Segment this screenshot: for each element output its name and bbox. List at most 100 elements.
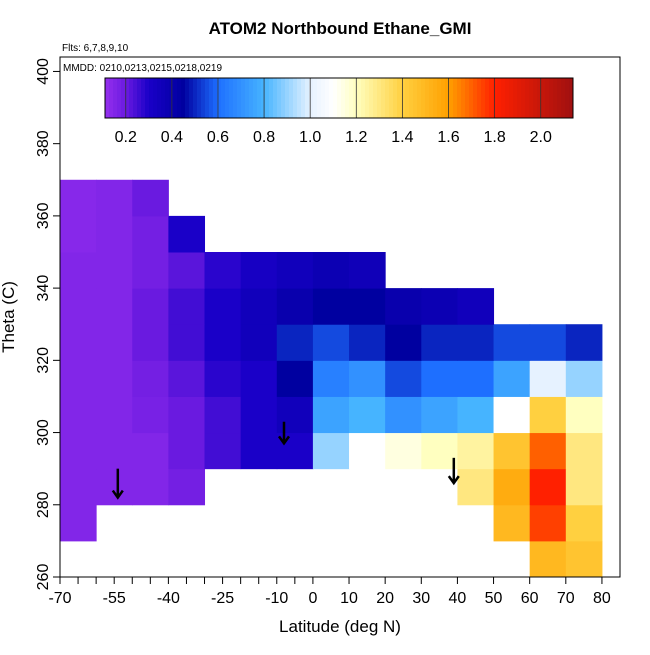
colorbar-swatch [317,78,322,118]
colorbar-swatch [233,78,238,118]
colorbar-swatch [289,78,294,118]
heat-cell [60,396,97,434]
colorbar-swatch [301,78,306,118]
colorbar-swatch [529,78,534,118]
colorbar-swatch [297,78,302,118]
colorbar-swatch [501,78,506,118]
y-tick-label: 260 [35,564,52,591]
heat-cell [529,432,567,470]
colorbar-swatch [113,78,118,118]
colorbar-swatch [377,78,382,118]
colorbar-swatch [417,78,422,118]
heat-cell [96,179,133,217]
colorbar-swatch [425,78,430,118]
colorbar-swatch [393,78,398,118]
colorbar-swatch [433,78,438,118]
heat-cell [421,324,458,361]
colorbar-swatch [569,78,574,118]
heat-cell [204,324,242,361]
heat-cell [240,432,278,470]
heat-cell [457,468,495,506]
y-axis-label: Theta (C) [0,281,18,353]
heat-cell [565,360,603,397]
colorbar-swatch [485,78,490,118]
annotation: MMDD: 0210,0213,0215,0218,0219 [63,63,222,74]
x-tick-label: -55 [103,590,126,607]
colorbar-swatch [369,78,374,118]
heat-cell [96,288,133,325]
heat-cell [493,504,531,542]
plot-frame [59,56,621,578]
x-tick-label: 0 [308,590,317,607]
colorbar-swatch [225,78,230,118]
colorbar-swatch [345,78,350,118]
colorbar-tick-label: 0.6 [207,129,229,146]
heat-cell [132,288,169,325]
colorbar-swatch [273,78,278,118]
colorbar-swatch [473,78,478,118]
colorbar-swatch [537,78,542,118]
colorbar-swatch [381,78,386,118]
colorbar-swatch [265,78,270,118]
colorbar-tick-label: 0.4 [161,129,183,146]
heat-cell [457,324,495,361]
colorbar-swatch [205,78,210,118]
x-tick-label: 30 [412,590,430,607]
colorbar-swatch [145,78,150,118]
heat-cell [96,324,133,361]
heat-cell [240,288,278,325]
colorbar-swatch [349,78,354,118]
heat-cell [457,288,495,325]
arrow-head [447,475,460,486]
colorbar-swatch [249,78,254,118]
heat-cell [421,360,458,397]
colorbar-swatch [305,78,310,118]
heat-cell [132,396,169,434]
y-tick-label: 320 [35,347,52,374]
colorbar-swatch [525,78,530,118]
x-tick-label: 20 [376,590,394,607]
colorbar-swatch [561,78,566,118]
heat-cell [240,360,278,397]
arrow-head [277,435,291,446]
colorbar-tick-label: 2.0 [530,129,552,146]
heat-cell [204,360,242,397]
y-tick-label: 380 [35,130,52,157]
heat-cell [529,360,567,397]
heat-cell [276,252,314,289]
y-tick-label: 280 [35,491,52,518]
colorbar-swatch [161,78,166,118]
x-tick-label: -10 [265,590,288,607]
heat-cell [565,396,603,434]
colorbar-swatch [277,78,282,118]
x-tick-label: 60 [521,590,539,607]
colorbar-swatch [141,78,146,118]
colorbar-swatch [421,78,426,118]
heat-cell [349,252,386,289]
colorbar-swatch [397,78,402,118]
colorbar-swatch [557,78,562,118]
colorbar-swatch [293,78,298,118]
colorbar-swatch [321,78,326,118]
annotation: Flts: 6,7,8,9,10 [62,43,129,54]
colorbar-swatch [469,78,474,118]
colorbar-swatch [401,78,406,118]
colorbar-tick-label: 1.2 [345,129,367,146]
colorbar-swatch [137,78,142,118]
heat-cell [421,432,458,470]
heat-cell [385,288,422,325]
heat-cell [565,504,603,542]
colorbar-swatch [213,78,218,118]
colorbar-swatch [153,78,158,118]
colorbar-swatch [445,78,450,118]
colorbar-swatch [481,78,486,118]
colorbar-swatch [245,78,250,118]
heat-cell [132,468,169,506]
colorbar-swatch [545,78,550,118]
colorbar-swatch [549,78,554,118]
heat-cell [529,504,567,542]
heat-cell [60,432,97,470]
colorbar-swatch [337,78,342,118]
heat-cell [276,432,314,470]
